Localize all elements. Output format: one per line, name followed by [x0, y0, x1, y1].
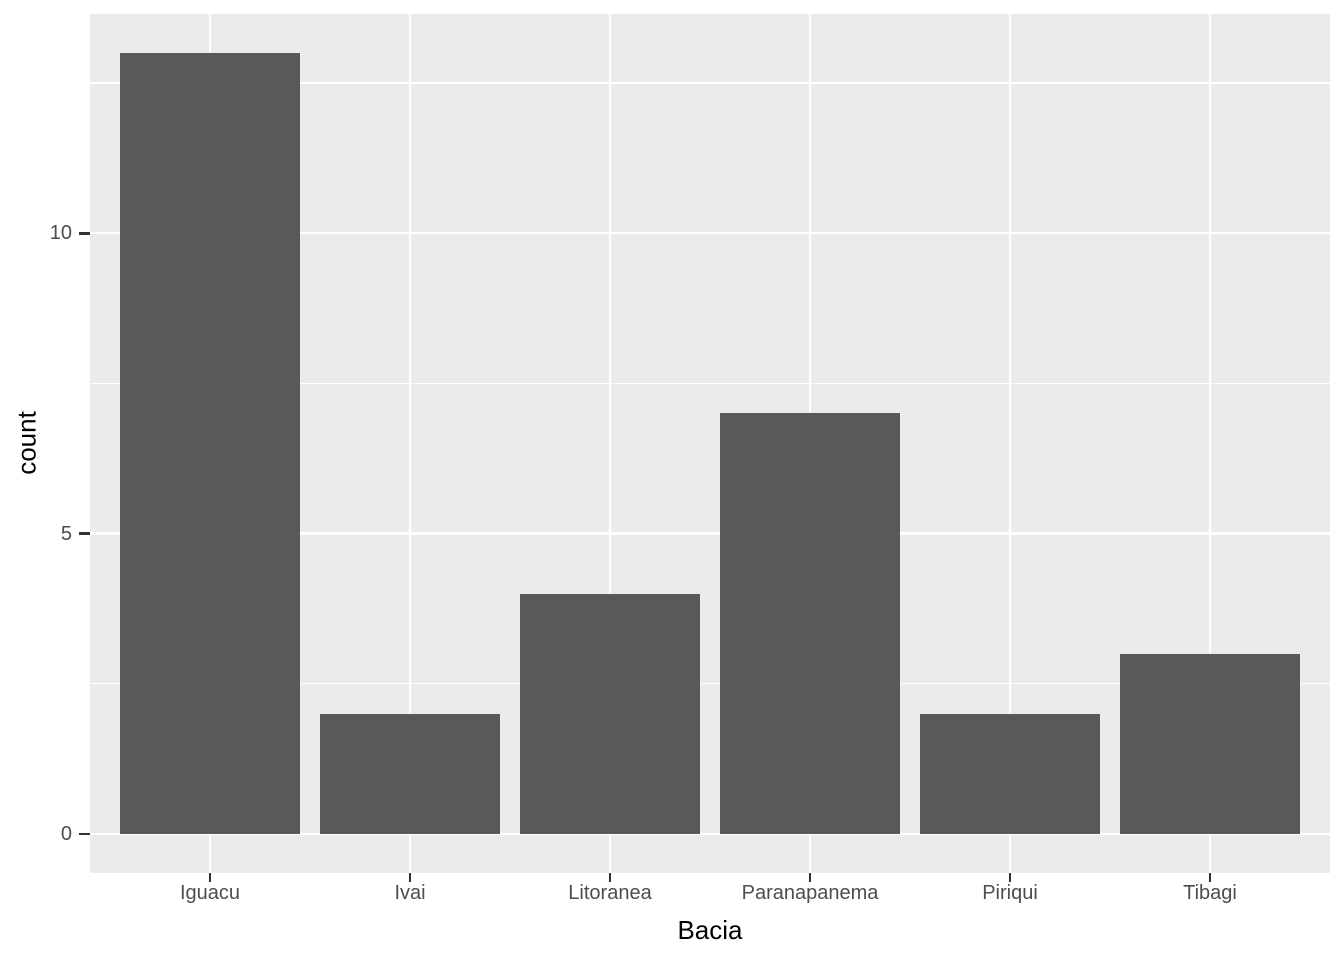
- bar-ivai: [320, 713, 500, 834]
- x-axis-title: Bacia: [677, 915, 743, 945]
- vertical-gridline-ivai: [408, 14, 412, 873]
- y-axis-title: count: [11, 411, 42, 475]
- bar-tibagi: [1120, 653, 1300, 834]
- y-tick-label-10: 10: [49, 222, 72, 245]
- x-tick-mark: [208, 873, 212, 882]
- bar-litoranea: [520, 593, 700, 834]
- vertical-gridline-piriqui: [1008, 14, 1012, 873]
- y-tick-mark: [79, 532, 90, 535]
- minor-gridline: [90, 382, 1330, 385]
- vertical-gridline-tibagi: [1208, 14, 1212, 873]
- major-gridline: [90, 232, 1330, 235]
- y-tick-label-0: 0: [60, 822, 72, 845]
- x-tick-label-paranapanema: Paranapanema: [741, 882, 879, 904]
- x-tick-label-litoranea: Litoranea: [568, 882, 652, 904]
- major-gridline: [90, 532, 1330, 535]
- y-tick-label-5: 5: [60, 522, 72, 545]
- bar-paranapanema: [720, 413, 900, 834]
- x-tick-mark: [1008, 873, 1012, 882]
- x-tick-mark: [808, 873, 812, 882]
- x-tick-label-ivai: Ivai: [394, 882, 426, 904]
- x-tick-label-iguacu: Iguacu: [179, 882, 241, 904]
- major-gridline: [90, 832, 1330, 836]
- x-tick-mark: [608, 873, 612, 882]
- minor-gridline: [90, 683, 1330, 685]
- x-tick-label-tibagi: Tibagi: [1183, 882, 1237, 904]
- minor-gridline: [90, 82, 1330, 84]
- bar-iguacu: [120, 53, 300, 834]
- y-tick-mark: [79, 832, 90, 836]
- x-tick-mark: [408, 873, 412, 882]
- vertical-gridline-litoranea: [608, 14, 612, 873]
- y-tick-mark: [79, 232, 90, 235]
- x-tick-label-piriqui: Piriqui: [982, 882, 1038, 904]
- bar-piriqui: [920, 713, 1100, 834]
- x-tick-mark: [1208, 873, 1212, 882]
